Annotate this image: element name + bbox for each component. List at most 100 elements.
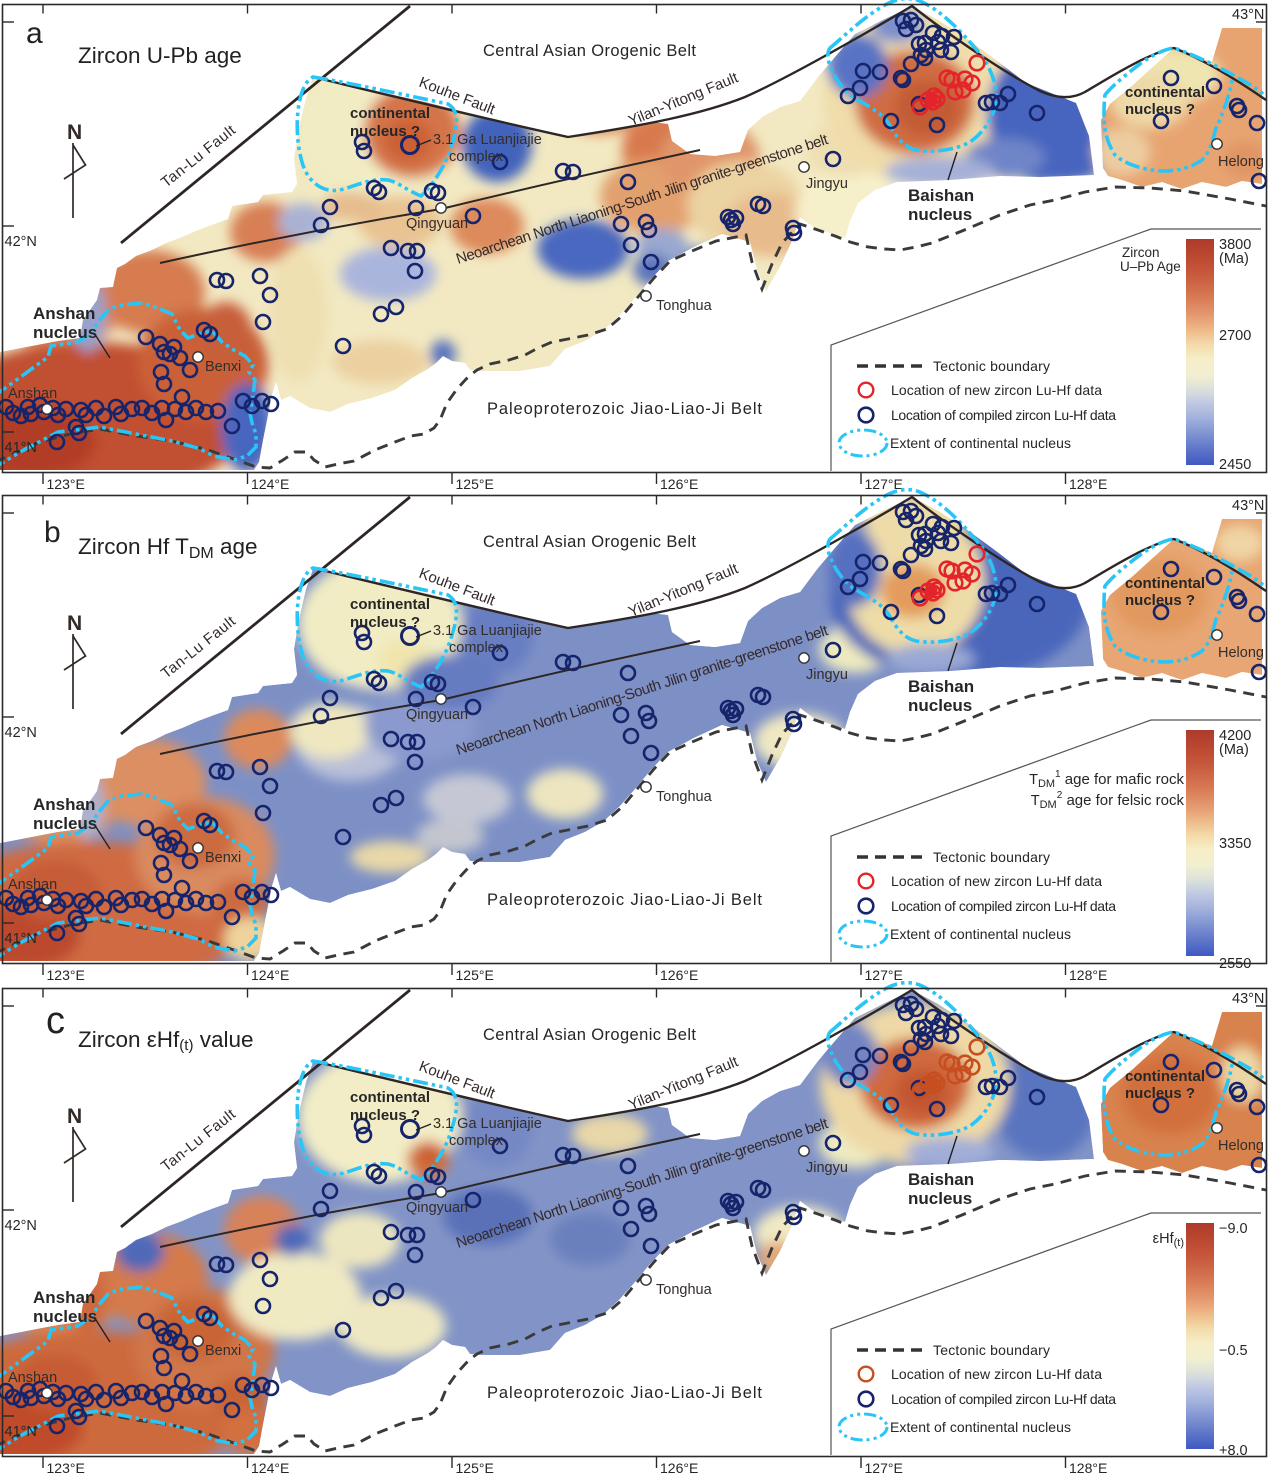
svg-text:Tectonic boundary: Tectonic boundary	[933, 849, 1050, 865]
svg-text:Paleoproterozoic Jiao-Liao-Ji: Paleoproterozoic Jiao-Liao-Ji Belt	[487, 400, 762, 418]
svg-text:125°E: 125°E	[456, 1460, 494, 1476]
svg-text:42°N: 42°N	[5, 234, 37, 250]
svg-text:Tectonic boundary: Tectonic boundary	[933, 358, 1050, 374]
svg-text:124°E: 124°E	[251, 967, 289, 983]
svg-text:Qingyuan: Qingyuan	[406, 216, 468, 232]
svg-text:4200: 4200	[1219, 728, 1251, 744]
svg-text:Jingyu: Jingyu	[806, 667, 848, 683]
svg-text:Anshan: Anshan	[33, 795, 95, 814]
svg-text:124°E: 124°E	[251, 1460, 289, 1476]
svg-text:nucleus: nucleus	[908, 205, 972, 224]
svg-text:U–Pb Age: U–Pb Age	[1120, 259, 1181, 274]
svg-text:Anshan: Anshan	[8, 386, 57, 402]
svg-text:125°E: 125°E	[456, 476, 494, 492]
svg-text:b: b	[44, 516, 61, 549]
svg-text:complex: complex	[449, 1133, 504, 1149]
svg-text:Zircon: Zircon	[1122, 245, 1160, 260]
svg-text:nucleus: nucleus	[908, 696, 972, 715]
svg-text:Helong: Helong	[1218, 154, 1264, 170]
svg-text:N: N	[67, 121, 82, 144]
svg-text:Location of compiled zircon Lu: Location of compiled zircon Lu-Hf data	[891, 407, 1116, 423]
svg-text:41°N: 41°N	[5, 1424, 37, 1440]
svg-text:Benxi: Benxi	[205, 850, 241, 866]
svg-text:127°E: 127°E	[865, 967, 903, 983]
svg-text:N: N	[67, 612, 82, 635]
svg-text:41°N: 41°N	[5, 931, 37, 947]
svg-text:Location of new zircon Lu-Hf d: Location of new zircon Lu-Hf data	[891, 873, 1102, 889]
svg-text:nucleus ?: nucleus ?	[350, 1107, 420, 1124]
svg-text:nucleus ?: nucleus ?	[1125, 101, 1195, 118]
svg-text:Tonghua: Tonghua	[656, 1282, 713, 1298]
svg-text:3.1 Ga Luanjiajie: 3.1 Ga Luanjiajie	[433, 623, 542, 639]
svg-text:Central Asian Orogenic Belt: Central Asian Orogenic Belt	[483, 533, 696, 551]
svg-text:Helong: Helong	[1218, 1138, 1264, 1154]
svg-text:Anshan: Anshan	[8, 1370, 57, 1386]
svg-text:continental: continental	[350, 596, 430, 613]
svg-text:126°E: 126°E	[660, 476, 698, 492]
svg-text:43°N: 43°N	[1232, 498, 1264, 514]
svg-text:c: c	[46, 1000, 65, 1042]
svg-text:43°N: 43°N	[1232, 7, 1264, 23]
svg-text:Qingyuan: Qingyuan	[406, 1200, 468, 1216]
svg-text:continental: continental	[350, 105, 430, 122]
svg-text:Anshan: Anshan	[33, 1288, 95, 1307]
svg-text:Zircon U-Pb age: Zircon U-Pb age	[78, 43, 242, 68]
svg-text:Yilan-Yitong Fault: Yilan-Yitong Fault	[626, 69, 741, 130]
svg-text:nucleus: nucleus	[33, 1307, 97, 1326]
svg-text:(Ma): (Ma)	[1219, 251, 1249, 267]
svg-text:43°N: 43°N	[1232, 991, 1264, 1007]
svg-text:(Ma): (Ma)	[1219, 742, 1249, 758]
svg-text:nucleus ?: nucleus ?	[1125, 1085, 1195, 1102]
svg-text:Benxi: Benxi	[205, 359, 241, 375]
svg-text:Jingyu: Jingyu	[806, 176, 848, 192]
svg-text:3350: 3350	[1219, 836, 1251, 852]
svg-text:a: a	[26, 17, 43, 50]
svg-text:Yilan-Yitong Fault: Yilan-Yitong Fault	[626, 560, 741, 621]
svg-text:complex: complex	[449, 149, 504, 165]
svg-text:Tonghua: Tonghua	[656, 298, 713, 314]
svg-text:127°E: 127°E	[865, 1460, 903, 1476]
svg-text:Location of compiled zircon Lu: Location of compiled zircon Lu-Hf data	[891, 1391, 1116, 1407]
svg-text:nucleus: nucleus	[33, 814, 97, 833]
svg-text:−0.5: −0.5	[1219, 1343, 1248, 1359]
svg-text:Jingyu: Jingyu	[806, 1160, 848, 1176]
svg-text:Tonghua: Tonghua	[656, 789, 713, 805]
svg-text:41°N: 41°N	[5, 440, 37, 456]
svg-text:Anshan: Anshan	[33, 304, 95, 323]
svg-text:continental: continental	[1125, 575, 1205, 592]
svg-text:N: N	[67, 1105, 82, 1128]
svg-text:42°N: 42°N	[5, 1218, 37, 1234]
svg-text:Central Asian Orogenic Belt: Central Asian Orogenic Belt	[483, 1026, 696, 1044]
svg-text:125°E: 125°E	[456, 967, 494, 983]
svg-text:continental: continental	[350, 1089, 430, 1106]
svg-text:2700: 2700	[1219, 328, 1251, 344]
svg-text:126°E: 126°E	[660, 967, 698, 983]
svg-text:3.1 Ga Luanjiajie: 3.1 Ga Luanjiajie	[433, 132, 542, 148]
svg-text:3800: 3800	[1219, 237, 1251, 253]
svg-text:128°E: 128°E	[1069, 476, 1107, 492]
svg-text:Baishan: Baishan	[908, 186, 974, 205]
svg-text:42°N: 42°N	[5, 725, 37, 741]
svg-text:Extent of continental nucleus: Extent of continental nucleus	[890, 1419, 1071, 1435]
svg-text:Location of new zircon Lu-Hf d: Location of new zircon Lu-Hf data	[891, 382, 1102, 398]
svg-text:Central Asian Orogenic Belt: Central Asian Orogenic Belt	[483, 42, 696, 60]
svg-text:Zircon εHf(t) value: Zircon εHf(t) value	[78, 1027, 254, 1054]
svg-text:Baishan: Baishan	[908, 677, 974, 696]
svg-text:continental: continental	[1125, 1068, 1205, 1085]
svg-text:Extent of continental nucleus: Extent of continental nucleus	[890, 926, 1071, 942]
svg-text:Tectonic boundary: Tectonic boundary	[933, 1342, 1050, 1358]
svg-text:128°E: 128°E	[1069, 1460, 1107, 1476]
svg-text:Extent of continental nucleus: Extent of continental nucleus	[890, 435, 1071, 451]
svg-text:Location of compiled zircon Lu: Location of compiled zircon Lu-Hf data	[891, 898, 1116, 914]
svg-text:Yilan-Yitong Fault: Yilan-Yitong Fault	[626, 1053, 741, 1114]
svg-text:Benxi: Benxi	[205, 1343, 241, 1359]
svg-text:nucleus: nucleus	[908, 1189, 972, 1208]
svg-text:−9.0: −9.0	[1219, 1221, 1248, 1237]
svg-text:Helong: Helong	[1218, 645, 1264, 661]
svg-text:Zircon Hf TDM age: Zircon Hf TDM age	[78, 534, 258, 562]
svg-text:2450: 2450	[1219, 457, 1251, 473]
svg-text:128°E: 128°E	[1069, 967, 1107, 983]
svg-text:Paleoproterozoic Jiao-Liao-Ji: Paleoproterozoic Jiao-Liao-Ji Belt	[487, 891, 762, 909]
svg-text:TDM1 age for mafic rock: TDM1 age for mafic rock	[1029, 769, 1184, 790]
svg-text:123°E: 123°E	[47, 967, 85, 983]
